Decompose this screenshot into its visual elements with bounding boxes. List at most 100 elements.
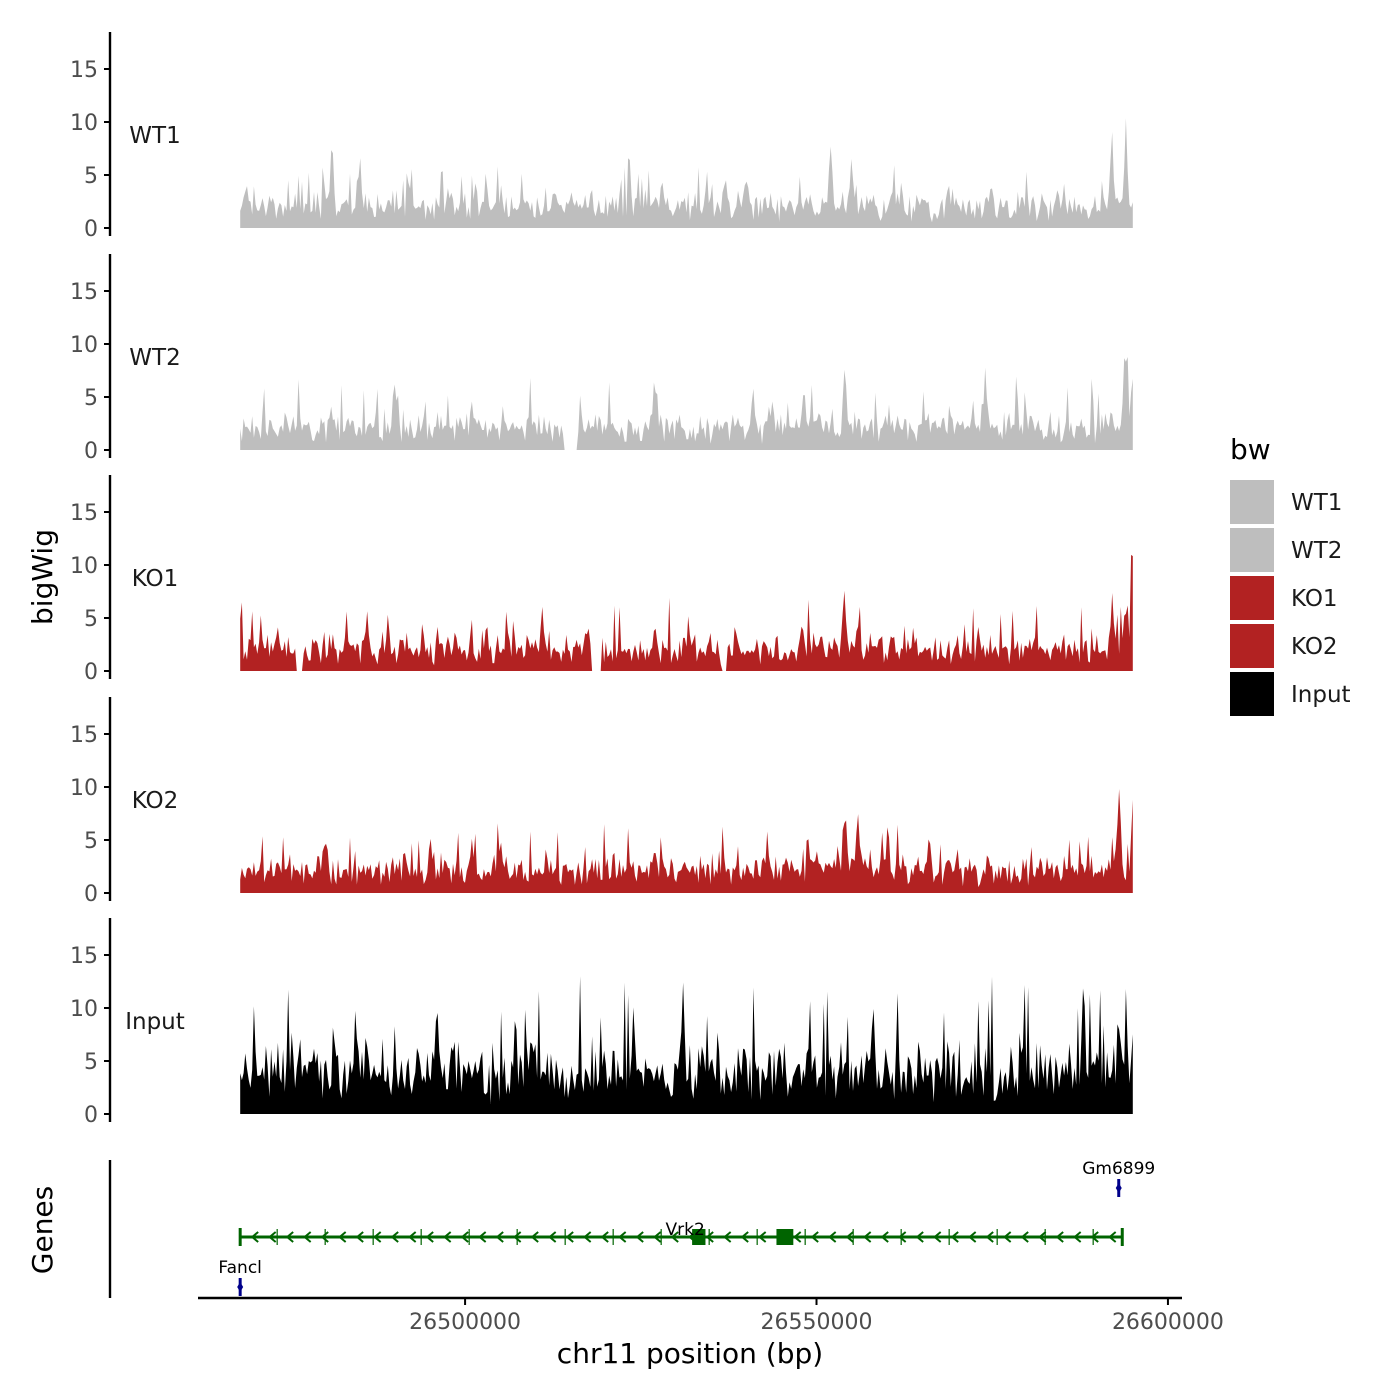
signal-area-wt1 xyxy=(240,118,1133,228)
strand-chevron xyxy=(530,1231,539,1243)
track-label: KO2 xyxy=(132,788,179,814)
x-tick-label: 26600000 xyxy=(1112,1310,1224,1335)
strand-chevron xyxy=(1038,1231,1047,1243)
y-tick-label: 0 xyxy=(84,217,98,242)
y-tick-label: 0 xyxy=(84,439,98,464)
strand-chevron xyxy=(880,1231,889,1243)
strand-chevron xyxy=(600,1231,609,1243)
strand-chevron xyxy=(635,1231,644,1243)
track-ko2: 0 5 10 15 KO2 xyxy=(70,697,1133,907)
y-tick-label: 10 xyxy=(70,111,98,136)
strand-chevron xyxy=(1020,1231,1029,1243)
y-tick-label: 0 xyxy=(84,660,98,685)
gene-glyph xyxy=(1115,1183,1122,1193)
gene-label: Fancl xyxy=(218,1258,261,1278)
strand-chevron xyxy=(810,1231,819,1243)
strand-chevron xyxy=(758,1231,767,1243)
strand-chevron xyxy=(968,1231,977,1243)
strand-chevron xyxy=(268,1231,277,1243)
strand-chevron xyxy=(478,1231,487,1243)
legend-swatch xyxy=(1230,528,1274,572)
strand-chevron xyxy=(653,1231,662,1243)
legend: bw WT1 WT2 KO1 KO2 Input xyxy=(1230,433,1351,716)
strand-chevron xyxy=(898,1231,907,1243)
strand-chevron xyxy=(1108,1231,1117,1243)
legend-entry-wt1: WT1 xyxy=(1230,480,1342,524)
track-label: WT1 xyxy=(129,123,180,149)
track-wt2: 0 5 10 15 WT2 xyxy=(70,254,1133,464)
gene-gm6899: Gm6899 xyxy=(1082,1159,1155,1197)
strand-chevron xyxy=(320,1231,329,1243)
track-label: WT2 xyxy=(129,345,180,371)
y-tick-label: 5 xyxy=(84,386,98,411)
y-axis-title: bigWig xyxy=(26,529,59,625)
y-tick-label: 0 xyxy=(84,1103,98,1128)
y-tick-label: 5 xyxy=(84,829,98,854)
strand-chevron xyxy=(1003,1231,1012,1243)
y-tick-label: 5 xyxy=(84,1050,98,1075)
signal-area-input xyxy=(240,976,1133,1114)
genes-axis-title: Genes xyxy=(26,1186,59,1274)
track-input: 0 5 10 15 Input xyxy=(70,918,1133,1128)
legend-swatch xyxy=(1230,480,1274,524)
gene-label: Gm6899 xyxy=(1082,1159,1155,1179)
y-tick-label: 10 xyxy=(70,554,98,579)
legend-entry-ko1: KO1 xyxy=(1230,576,1338,620)
strand-chevron xyxy=(425,1231,434,1243)
strand-chevron xyxy=(390,1231,399,1243)
strand-chevron xyxy=(845,1231,854,1243)
strand-chevron xyxy=(513,1231,522,1243)
y-tick-label: 15 xyxy=(70,280,98,305)
strand-chevron xyxy=(250,1231,259,1243)
strand-chevron xyxy=(443,1231,452,1243)
strand-chevron xyxy=(565,1231,574,1243)
signal-area-ko2 xyxy=(240,789,1133,893)
strand-chevron xyxy=(985,1231,994,1243)
strand-chevron xyxy=(285,1231,294,1243)
y-tick-label: 15 xyxy=(70,501,98,526)
strand-chevron xyxy=(618,1231,627,1243)
y-tick-label: 5 xyxy=(84,607,98,632)
track-label: KO1 xyxy=(132,566,179,592)
x-tick-label: 26550000 xyxy=(761,1310,873,1335)
strand-chevron xyxy=(670,1231,679,1243)
strand-chevron xyxy=(863,1231,872,1243)
legend-swatch xyxy=(1230,624,1274,668)
exon-block xyxy=(692,1229,706,1245)
y-tick-label: 10 xyxy=(70,333,98,358)
strand-chevron xyxy=(495,1231,504,1243)
y-tick-label: 15 xyxy=(70,944,98,969)
legend-title: bw xyxy=(1230,433,1271,466)
legend-label: Input xyxy=(1291,682,1351,708)
x-axis-title: chr11 position (bp) xyxy=(557,1337,823,1370)
signal-area-ko1 xyxy=(240,554,1133,671)
track-wt1: 0 5 10 15 WT1 xyxy=(70,32,1133,242)
y-tick-label: 15 xyxy=(70,58,98,83)
legend-entry-wt2: WT2 xyxy=(1230,528,1342,572)
strand-chevron xyxy=(933,1231,942,1243)
strand-chevron xyxy=(338,1231,347,1243)
strand-chevron xyxy=(723,1231,732,1243)
y-tick-label: 10 xyxy=(70,776,98,801)
strand-chevron xyxy=(740,1231,749,1243)
gene-fancl: Fancl xyxy=(218,1258,262,1296)
gene-panel: Fancl Vrk2 Gm6899 xyxy=(108,1159,1155,1298)
exon-block xyxy=(776,1229,794,1245)
strand-chevron xyxy=(1073,1231,1082,1243)
gene-vrk2: Vrk2 xyxy=(238,1220,1124,1246)
strand-chevron xyxy=(828,1231,837,1243)
gene-glyph xyxy=(237,1282,244,1292)
legend-entry-input: Input xyxy=(1230,672,1351,716)
track-ko1: 0 5 10 15 KO1 xyxy=(70,475,1133,685)
y-tick-label: 10 xyxy=(70,997,98,1022)
legend-swatch xyxy=(1230,576,1274,620)
legend-label: WT1 xyxy=(1291,490,1342,516)
legend-entry-ko2: KO2 xyxy=(1230,624,1338,668)
x-axis: 26500000 26550000 26600000 xyxy=(198,1296,1224,1335)
y-tick-label: 0 xyxy=(84,882,98,907)
legend-label: KO2 xyxy=(1291,634,1338,660)
strand-chevron xyxy=(950,1231,959,1243)
strand-chevron xyxy=(915,1231,924,1243)
strand-chevron xyxy=(460,1231,469,1243)
